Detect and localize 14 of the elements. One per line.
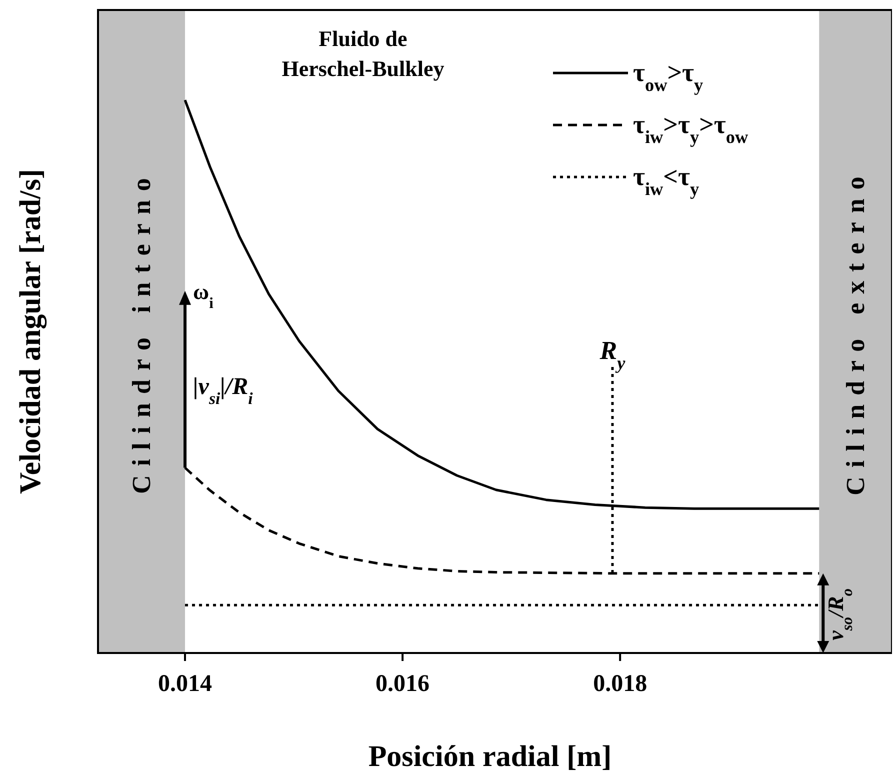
- text: Fluido de Herschel-Bulkley: [282, 26, 444, 81]
- x-tick-label: 0.018: [593, 671, 648, 697]
- annotation: |v$_{si}$|/R$_{i}$: [193, 374, 254, 408]
- x-axis-title: Posición radial [m]: [368, 740, 612, 773]
- x-tick-label: 0.016: [376, 671, 430, 697]
- ref-line-label: R$_{y}$: [598, 336, 626, 373]
- y-axis-title: Velocidad angular [rad/s]: [14, 168, 47, 494]
- legend-label: τ$_{ow}$>τ$_{y}$: [633, 58, 704, 95]
- band-label: Cilindro interno: [127, 169, 156, 494]
- band-label: Cilindro externo: [841, 168, 870, 496]
- annotation: ω$_{i}$: [193, 278, 214, 312]
- legend-label: τ$_{iw}$>τ$_{y}$>τ$_{ow}$: [633, 110, 749, 147]
- legend-label: τ$_{iw}$<τ$_{y}$: [633, 162, 700, 199]
- x-tick-label: 0.014: [158, 671, 212, 697]
